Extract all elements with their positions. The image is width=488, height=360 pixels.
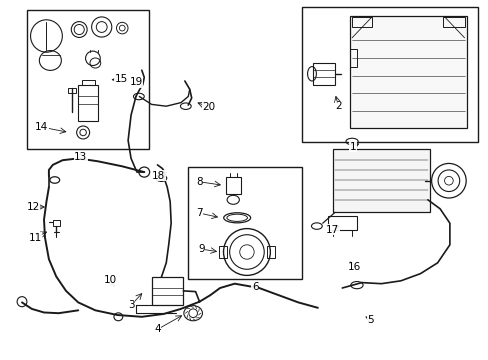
Bar (78, 85, 98, 121)
Text: 13: 13 (74, 152, 87, 162)
Bar (312, 63, 334, 85)
Bar (351, 17, 371, 27)
Bar (151, 277, 183, 305)
Text: 7: 7 (196, 208, 203, 218)
Text: 20: 20 (203, 102, 215, 112)
Bar (349, 49, 356, 67)
Text: 18: 18 (152, 171, 165, 181)
Bar (332, 149, 429, 212)
Text: 3: 3 (127, 300, 134, 310)
Text: 9: 9 (198, 244, 204, 254)
Text: 16: 16 (347, 262, 361, 272)
Text: 1: 1 (349, 142, 356, 152)
Bar (219, 246, 227, 258)
Text: 6: 6 (251, 282, 258, 292)
Text: 19: 19 (129, 77, 142, 87)
Bar (225, 177, 240, 194)
Text: 15: 15 (114, 74, 128, 84)
Text: 12: 12 (26, 202, 40, 212)
Bar (327, 216, 356, 230)
Text: 5: 5 (366, 315, 373, 325)
Bar (81, 80, 95, 85)
Bar (68, 88, 76, 93)
Text: 17: 17 (325, 225, 339, 235)
Bar (442, 17, 464, 27)
Text: 10: 10 (103, 275, 116, 285)
Text: 2: 2 (334, 101, 341, 111)
Bar (349, 16, 466, 128)
Bar (302, 7, 477, 142)
Text: 14: 14 (35, 122, 48, 132)
Text: 4: 4 (154, 324, 161, 334)
Bar (188, 167, 302, 279)
Text: 8: 8 (196, 177, 203, 187)
Text: 11: 11 (28, 233, 42, 243)
Bar (266, 246, 274, 258)
Bar (53, 220, 60, 226)
Bar (27, 10, 149, 149)
